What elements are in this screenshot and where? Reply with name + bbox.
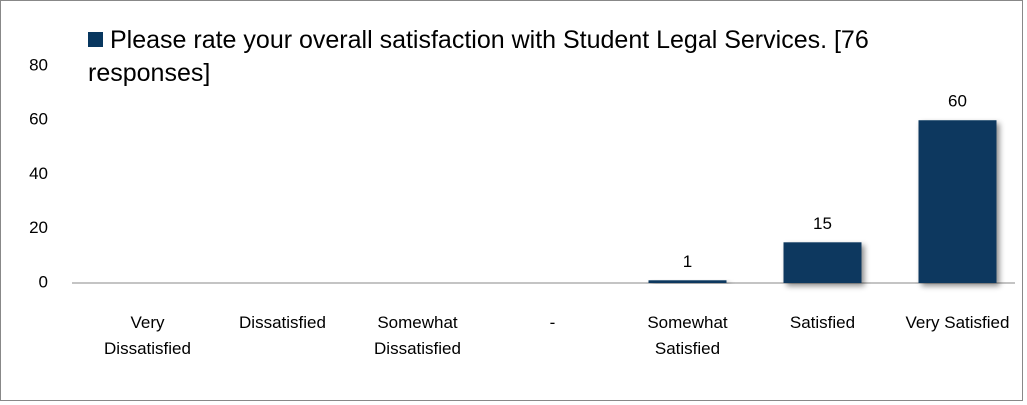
bar: [918, 120, 997, 283]
legend: Please rate your overall satisfaction wi…: [88, 24, 988, 90]
x-tick-label: Very Satisfied: [905, 313, 1010, 332]
data-label: 60: [948, 92, 967, 111]
x-tick-label: Somewhat Satisfied: [647, 313, 728, 358]
data-label: 15: [813, 214, 832, 233]
legend-key: [88, 32, 103, 47]
x-tick-label: -: [549, 313, 556, 332]
y-tick-label: 60: [29, 110, 48, 129]
y-tick-label: 0: [39, 272, 48, 291]
legend-label: Please rate your overall satisfaction wi…: [88, 26, 869, 87]
y-tick-label: 80: [29, 55, 48, 74]
bar: [648, 280, 727, 283]
x-tick-label: Satisfied: [789, 313, 856, 332]
bar: [783, 242, 862, 283]
data-label: 1: [683, 252, 692, 271]
y-tick-label: 20: [29, 218, 48, 237]
x-tick-label: Very Dissatisfied: [104, 313, 191, 358]
y-tick-label: 40: [29, 164, 48, 183]
x-tick-label: Dissatisfied: [239, 313, 326, 332]
x-tick-label: Somewhat Dissatisfied: [374, 313, 461, 358]
